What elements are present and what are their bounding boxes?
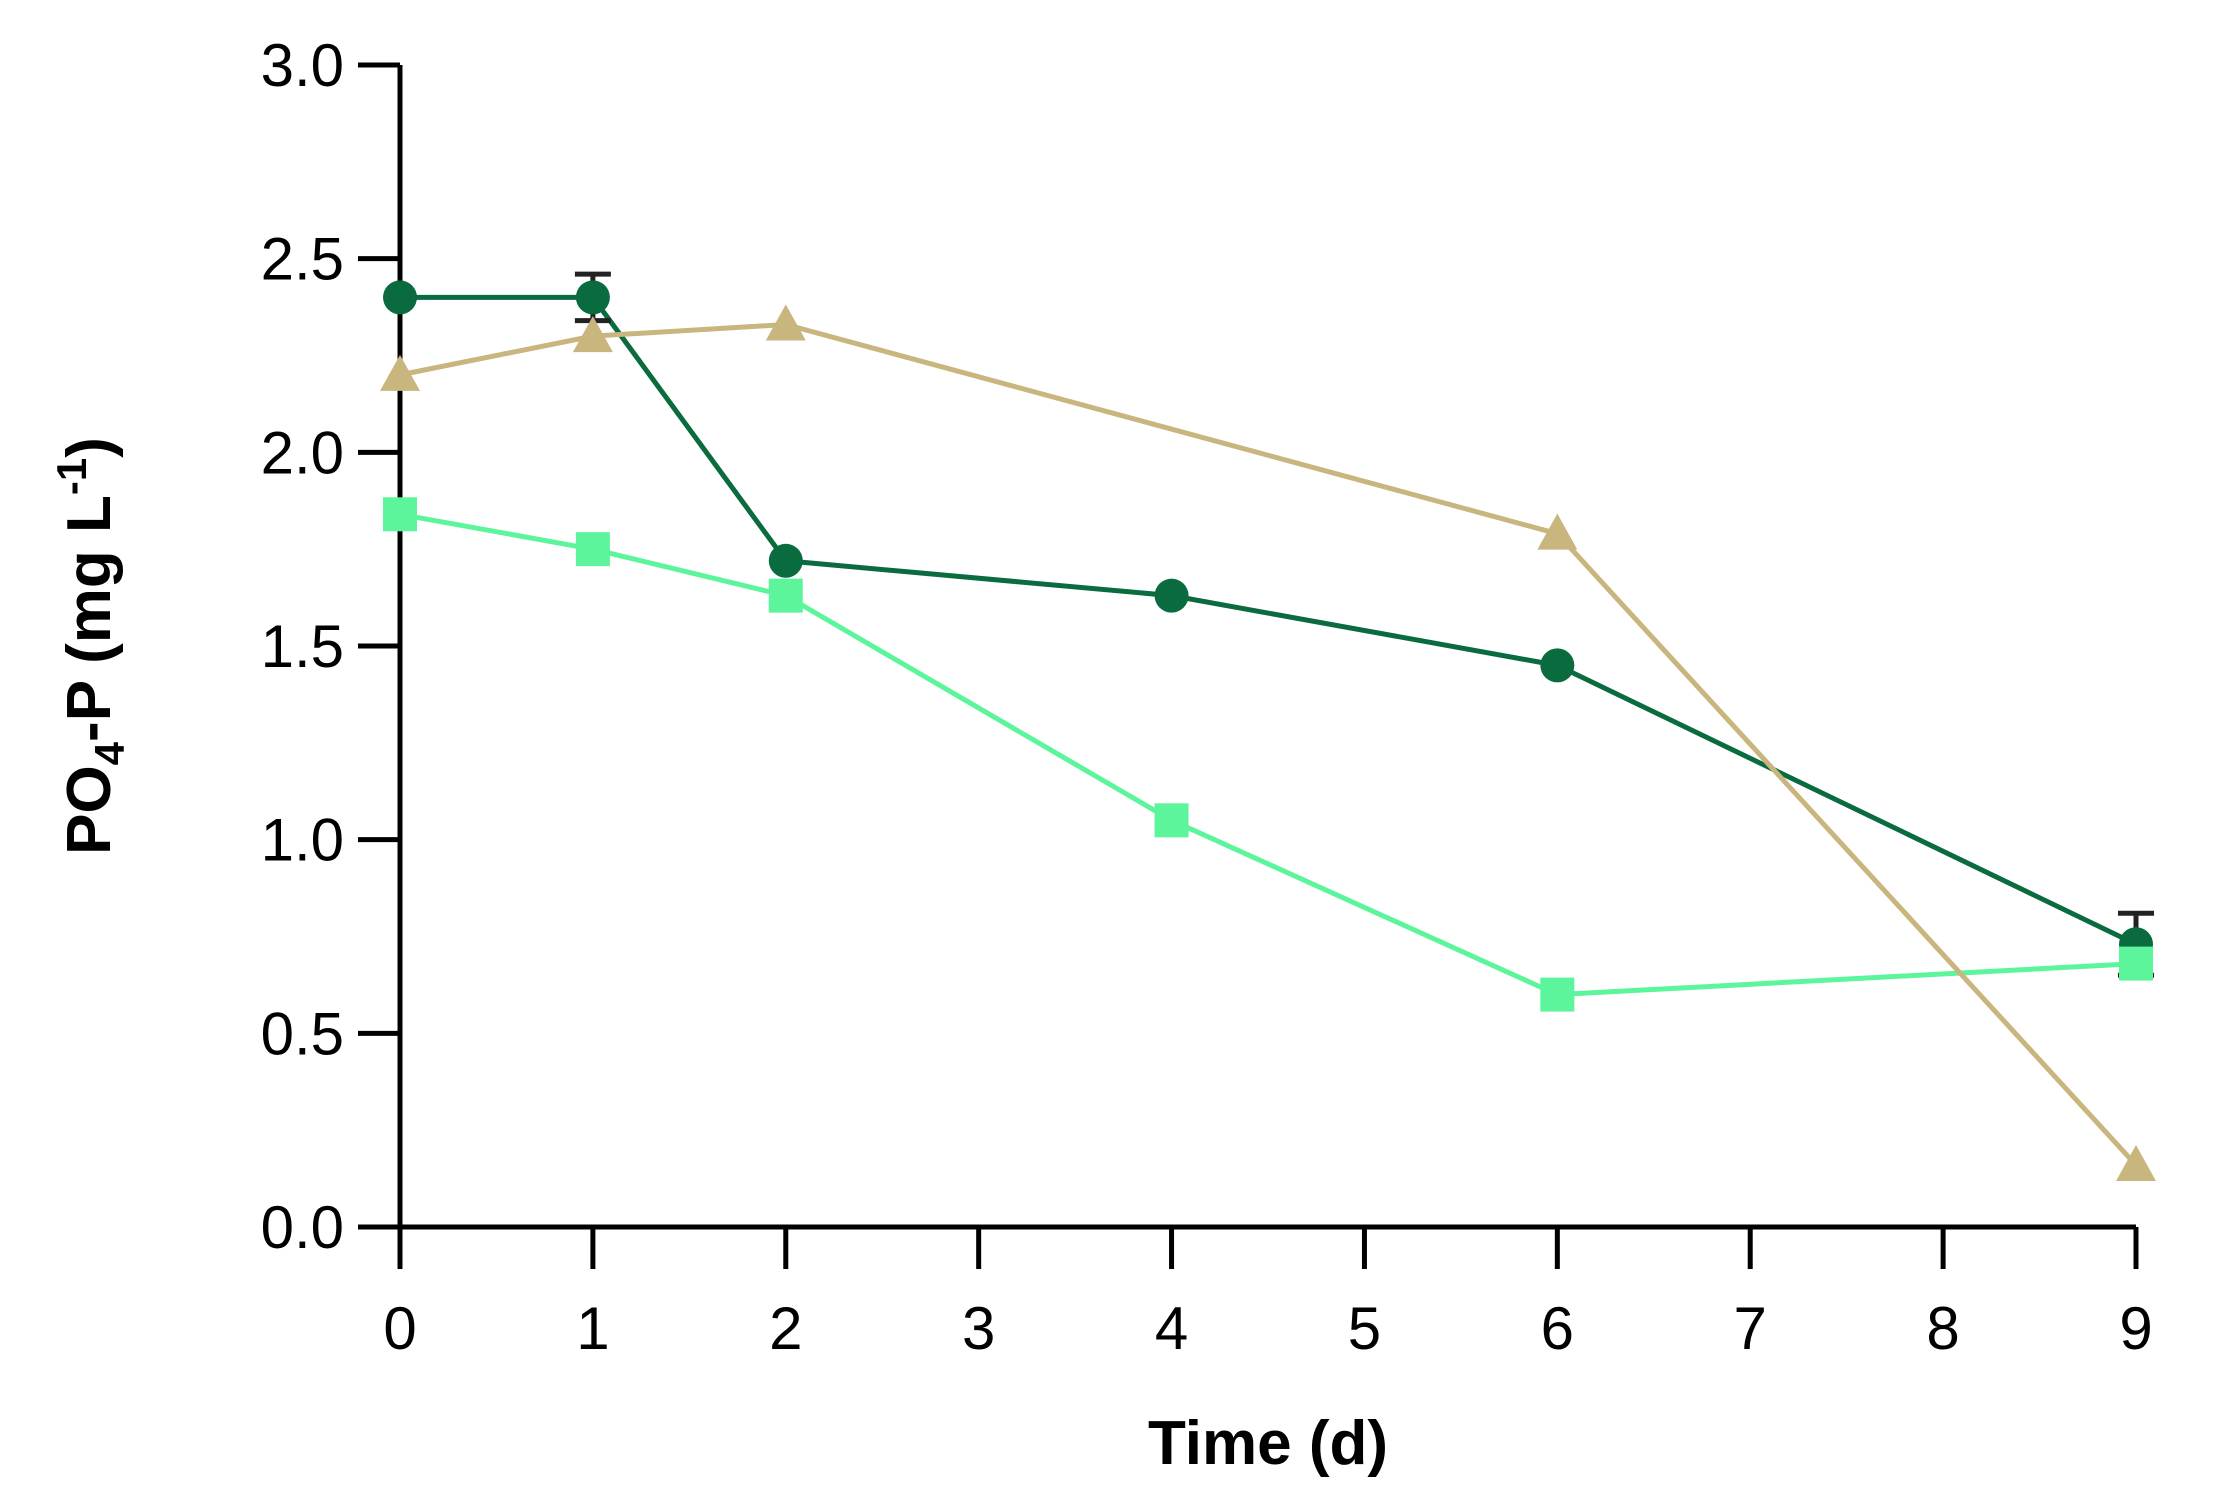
data-point-triangle bbox=[572, 316, 613, 353]
series-layer bbox=[380, 271, 2156, 1182]
data-point-triangle bbox=[1537, 513, 1578, 550]
x-tick-label: 5 bbox=[1348, 1295, 1381, 1362]
x-tick-label: 9 bbox=[2119, 1295, 2152, 1362]
data-point-triangle bbox=[2116, 1145, 2156, 1182]
series-line bbox=[400, 294, 2138, 947]
data-point-triangle bbox=[765, 304, 806, 341]
x-tick-label: 4 bbox=[1155, 1295, 1188, 1362]
series-circle bbox=[383, 271, 2154, 978]
series-line bbox=[399, 322, 2138, 1167]
series-line bbox=[399, 511, 2137, 998]
x-tick-label: 2 bbox=[769, 1295, 802, 1362]
y-axis-title-end: ) bbox=[55, 437, 124, 458]
x-tick-label: 1 bbox=[576, 1295, 609, 1362]
data-point-circle bbox=[1540, 648, 1575, 683]
y-tick-label: 2.0 bbox=[261, 419, 344, 486]
data-point-circle bbox=[1154, 578, 1189, 613]
data-point-square bbox=[1540, 977, 1575, 1012]
y-tick-label: 1.5 bbox=[261, 613, 344, 680]
data-point-triangle bbox=[380, 354, 420, 391]
x-tick-label: 3 bbox=[962, 1295, 995, 1362]
y-tick-label: 1.0 bbox=[261, 807, 344, 874]
series-triangle bbox=[380, 304, 2156, 1182]
y-axis-title-sub: 4 bbox=[86, 741, 133, 765]
data-point-square bbox=[2119, 946, 2153, 981]
y-axis-title-sup: -1 bbox=[48, 458, 95, 495]
y-tick-label: 0.5 bbox=[261, 1000, 344, 1067]
data-point-circle bbox=[768, 543, 803, 578]
data-point-circle bbox=[383, 280, 417, 315]
y-axis-title-base: PO bbox=[55, 765, 124, 855]
series-square bbox=[383, 497, 2153, 1012]
x-axis-title: Time (d) bbox=[1148, 1409, 1388, 1478]
x-tick-label: 0 bbox=[383, 1295, 416, 1362]
y-tick-label: 3.0 bbox=[261, 32, 344, 99]
y-tick-label: 0.0 bbox=[261, 1194, 344, 1261]
axes bbox=[397, 65, 2136, 1230]
y-axis-title: PO4-P (mg L-1) bbox=[48, 437, 133, 855]
data-point-square bbox=[575, 532, 610, 567]
x-tick-label: 6 bbox=[1541, 1295, 1574, 1362]
data-point-circle bbox=[575, 280, 610, 315]
data-point-square bbox=[383, 497, 417, 532]
x-tick-label: 7 bbox=[1734, 1295, 1767, 1362]
data-point-square bbox=[1154, 803, 1189, 838]
x-tick-label: 8 bbox=[1926, 1295, 1959, 1362]
ticks: 0.0 0.5 1.0 1.5 2.0 2.5 3.0 0 1 2 3 4 5 6 7 8 9 bbox=[261, 32, 2153, 1362]
data-point-square bbox=[768, 578, 803, 613]
y-tick-label: 2.5 bbox=[261, 226, 344, 293]
y-axis-title-mid: -P (mg L bbox=[55, 495, 124, 742]
